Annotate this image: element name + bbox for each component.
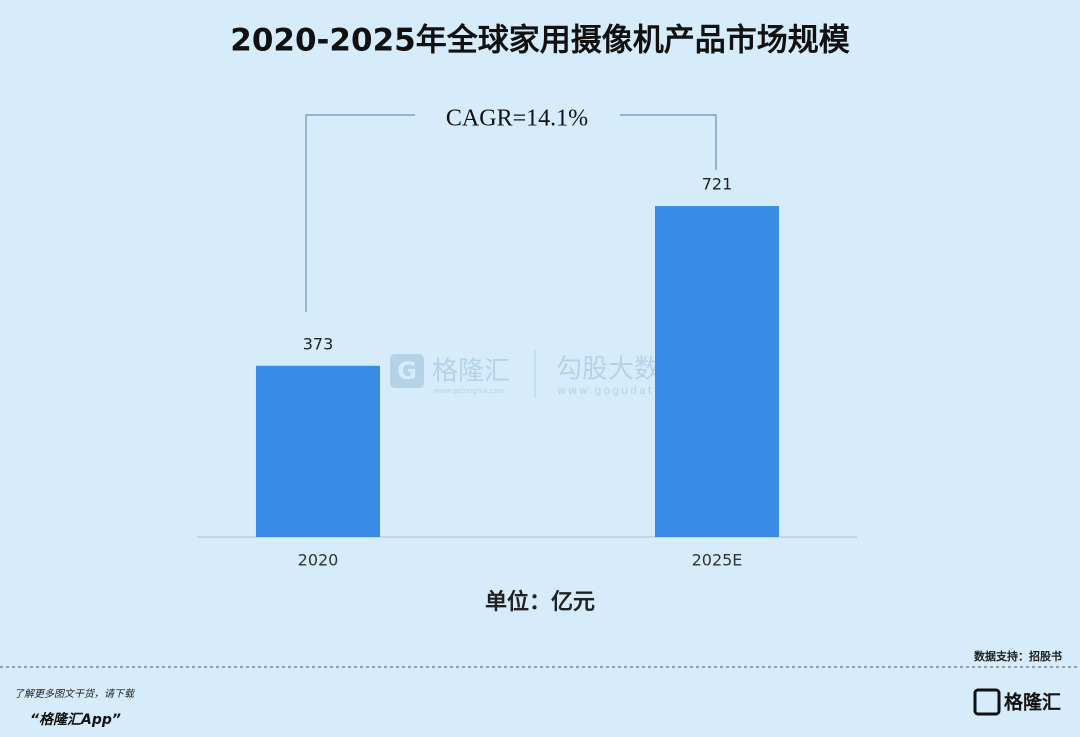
x-tick-label: 2020 bbox=[298, 551, 339, 570]
footer-text: 了解更多图文干货，请下载 bbox=[14, 688, 136, 700]
footer-logo-icon bbox=[973, 688, 1001, 716]
bar bbox=[655, 206, 779, 537]
bar bbox=[256, 365, 380, 537]
watermark-brand-url: www.gelonghui.com bbox=[434, 387, 505, 395]
watermark: G 格隆汇 www.gelonghui.com 勾股大数据 www.goguda… bbox=[390, 350, 696, 398]
data-label: 373 bbox=[303, 334, 334, 353]
watermark-brand: 格隆汇 bbox=[432, 357, 510, 387]
chart-title: 2020-2025年全球家用摄像机产品市场规模 bbox=[230, 23, 849, 59]
data-label: 721 bbox=[702, 175, 733, 194]
footer-logo: 格隆汇 bbox=[1004, 691, 1061, 714]
annotation-bracket-right bbox=[620, 114, 717, 170]
watermark-logo-letter: G bbox=[397, 357, 417, 385]
watermark-logo bbox=[390, 354, 424, 388]
unit-label: 单位：亿元 bbox=[485, 589, 595, 615]
footer-app: “格隆汇App” bbox=[30, 711, 121, 728]
annotation-bracket-left bbox=[305, 114, 415, 312]
source: 数据支持：招股书 bbox=[974, 649, 1062, 663]
annotation: CAGR=14.1% bbox=[446, 106, 588, 132]
x-tick-label: 2025E bbox=[692, 551, 743, 570]
